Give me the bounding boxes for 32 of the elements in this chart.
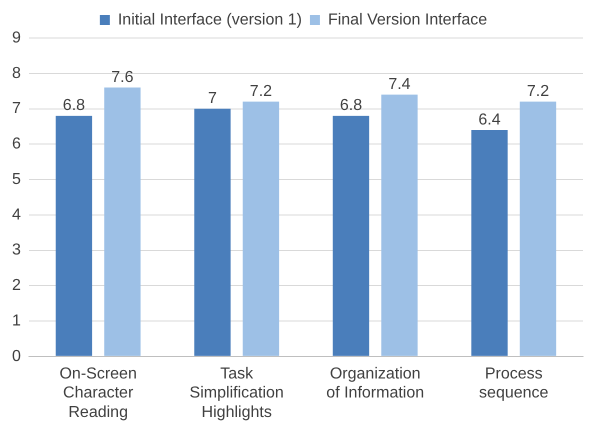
data-label: 7.2 [250, 83, 272, 100]
legend-label: Initial Interface (version 1) [118, 11, 302, 28]
bar [381, 94, 418, 356]
bar [242, 102, 280, 356]
data-label: 7.4 [388, 76, 411, 94]
x-tick-label: Organization of Information [326, 365, 424, 402]
y-tick-label: 3 [12, 242, 21, 259]
x-tick-label: Process sequence [479, 365, 549, 402]
y-tick-label: 0 [12, 348, 21, 365]
y-tick-label: 5 [12, 170, 21, 188]
bar [56, 116, 92, 356]
y-tick-label: 7 [12, 100, 21, 118]
data-label: 7 [208, 90, 217, 108]
data-label: 6.8 [62, 97, 86, 114]
bar [520, 102, 556, 356]
data-label: 7.6 [111, 68, 134, 86]
y-tick-label: 1 [12, 312, 21, 330]
bar [332, 116, 370, 356]
y-tick-label: 9 [12, 29, 21, 46]
x-tick-label: Task Simplification Highlights [190, 365, 284, 421]
y-tick-label: 6 [12, 136, 21, 153]
data-label: 7.2 [526, 83, 550, 100]
x-tick-label: On-Screen Character Reading [59, 365, 137, 421]
bar [194, 108, 231, 356]
y-tick-label: 8 [12, 64, 21, 82]
bar [471, 130, 508, 356]
bar [104, 88, 141, 356]
data-label: 6.8 [340, 97, 362, 114]
legend-label: Final Version Interface [328, 11, 488, 28]
y-tick-label: 2 [12, 277, 21, 294]
data-label: 6.4 [478, 111, 501, 128]
y-tick-label: 4 [12, 206, 21, 224]
